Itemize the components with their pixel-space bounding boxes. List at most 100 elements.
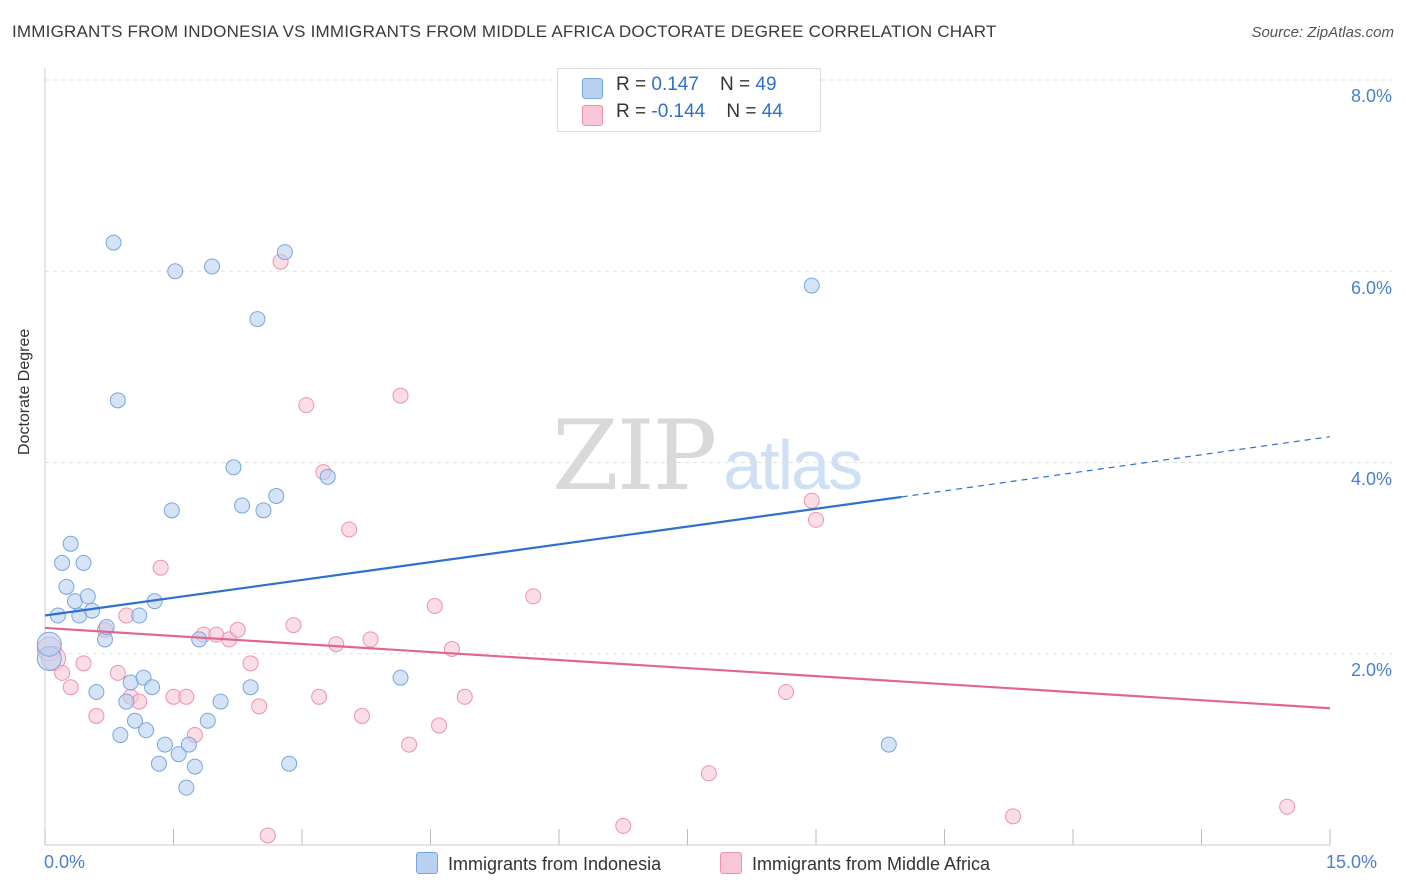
y-tick-label-2: 2.0% <box>1350 660 1392 680</box>
indonesia-point-19 <box>126 712 143 729</box>
middle-africa-point-28 <box>341 521 358 538</box>
middle-africa-point-24 <box>298 397 315 414</box>
indonesia-point-4 <box>58 578 75 595</box>
middle-africa-point-29 <box>353 707 370 724</box>
indonesia-point-3 <box>54 554 71 571</box>
middle-africa-point-7 <box>109 664 126 681</box>
indonesia-point-38 <box>234 497 251 514</box>
watermark-atlas: atlas <box>723 426 863 504</box>
y-tick-label-8: 8.0% <box>1350 86 1392 106</box>
indonesia-point-11 <box>88 684 105 700</box>
middle-africa-point-25 <box>311 688 328 705</box>
middle-africa-point-33 <box>426 597 443 614</box>
middle-africa-point-31 <box>392 387 409 404</box>
x-tick-label-max: 15.0% <box>1326 852 1378 872</box>
indonesia-point-43 <box>276 244 293 261</box>
axis-layer <box>44 68 1331 846</box>
indonesia-point-8 <box>75 554 92 571</box>
indonesia-point-16 <box>112 727 129 744</box>
middle-africa-point-2 <box>54 664 71 681</box>
y-tick-label-4: 4.0% <box>1350 469 1392 489</box>
indonesia-point-40 <box>249 311 266 328</box>
indonesia-point-26 <box>156 736 173 753</box>
indonesia-point-34 <box>199 712 216 729</box>
middle-africa-point-18 <box>229 621 246 638</box>
middle-africa-point-40 <box>778 684 795 700</box>
r-label: R = <box>616 74 652 95</box>
indonesia-point-44 <box>281 755 298 772</box>
watermark-zip: ZIP <box>552 400 717 512</box>
middle-africa-point-21 <box>259 827 276 844</box>
indonesia-point-39 <box>242 679 259 696</box>
correlation-stats-box: R = 0.147 N = 49 R = -0.144 N = 44 <box>557 68 821 132</box>
indonesia-trend-line <box>44 495 902 617</box>
middle-africa-point-39 <box>700 765 717 782</box>
indonesia-point-25 <box>150 755 167 772</box>
middle-africa-point-13 <box>178 688 195 705</box>
indonesia-trend-extension <box>901 436 1331 498</box>
zipatlas-watermark: ZIP atlas <box>552 400 863 512</box>
indonesia-point-47 <box>803 277 820 294</box>
indonesia-point-14 <box>105 234 122 251</box>
indonesia-point-48 <box>880 736 897 753</box>
r-value-indonesia: 0.147 <box>651 74 699 95</box>
middle-africa-trend-line <box>44 626 1331 710</box>
indonesia-point-37 <box>225 459 242 476</box>
n-value-indonesia: 49 <box>755 74 777 95</box>
middle-africa-point-38 <box>615 817 632 834</box>
indonesia-point-35 <box>204 258 221 275</box>
legend-item-indonesia[interactable]: Immigrants from Indonesia <box>416 852 661 875</box>
y-axis-label: Doctorate Degree <box>16 328 33 455</box>
indonesia-point-32 <box>186 758 203 775</box>
indonesia-point-45 <box>319 468 336 485</box>
n-label: N = <box>720 74 756 95</box>
indonesia-point-42 <box>268 487 285 504</box>
indonesia-point-28 <box>167 263 184 280</box>
indonesia-point-27 <box>163 502 180 519</box>
legend-swatch-blue <box>416 852 438 874</box>
r-value-middle-africa: -0.144 <box>651 101 706 122</box>
chart-title: IMMIGRANTS FROM INDONESIA VS IMMIGRANTS … <box>12 22 997 41</box>
middle-africa-point-19 <box>242 655 259 672</box>
stats-swatch-blue <box>582 78 603 99</box>
indonesia-point-33 <box>191 631 208 648</box>
r-label: R = <box>616 101 652 122</box>
indonesia-point-23 <box>144 679 161 696</box>
middle-africa-point-30 <box>362 631 379 648</box>
legend-item-middle-africa[interactable]: Immigrants from Middle Africa <box>720 852 990 875</box>
middle-africa-point-44 <box>1279 798 1296 815</box>
indonesia-point-5 <box>62 535 79 552</box>
legend-swatch-pink <box>720 852 742 874</box>
n-label: N = <box>726 101 762 122</box>
indonesia-point-20 <box>131 607 148 624</box>
middle-africa-point-4 <box>75 655 92 672</box>
middle-africa-point-3 <box>62 679 79 696</box>
indonesia-point-31 <box>180 736 197 753</box>
x-tick-label-min: 0.0% <box>44 852 86 872</box>
indonesia-point-36 <box>212 693 229 710</box>
source-label: Source: ZipAtlas.com <box>1251 24 1394 41</box>
indonesia-point-29 <box>170 746 187 763</box>
middle-africa-point-37 <box>525 588 542 605</box>
middle-africa-point-20 <box>251 698 268 715</box>
indonesia-point-41 <box>255 502 272 519</box>
middle-africa-point-23 <box>285 617 302 634</box>
stats-swatch-pink <box>582 105 603 126</box>
indonesia-point-9 <box>79 588 96 605</box>
grid-layer <box>45 79 1392 655</box>
indonesia-point-15 <box>109 392 126 409</box>
middle-africa-point-42 <box>808 511 824 528</box>
indonesia-point-1 <box>36 631 62 657</box>
middle-africa-point-43 <box>1005 808 1022 825</box>
middle-africa-point-27 <box>328 636 345 653</box>
n-value-middle-africa: 44 <box>761 101 783 122</box>
legend-label-middle-africa: Immigrants from Middle Africa <box>752 854 991 874</box>
middle-africa-points <box>36 253 1296 844</box>
middle-africa-point-5 <box>88 707 105 724</box>
indonesia-point-30 <box>178 779 195 796</box>
middle-africa-point-36 <box>456 688 473 705</box>
y-tick-label-6: 6.0% <box>1350 278 1392 298</box>
legend-label-indonesia: Immigrants from Indonesia <box>448 854 662 874</box>
indonesia-point-17 <box>118 693 135 710</box>
